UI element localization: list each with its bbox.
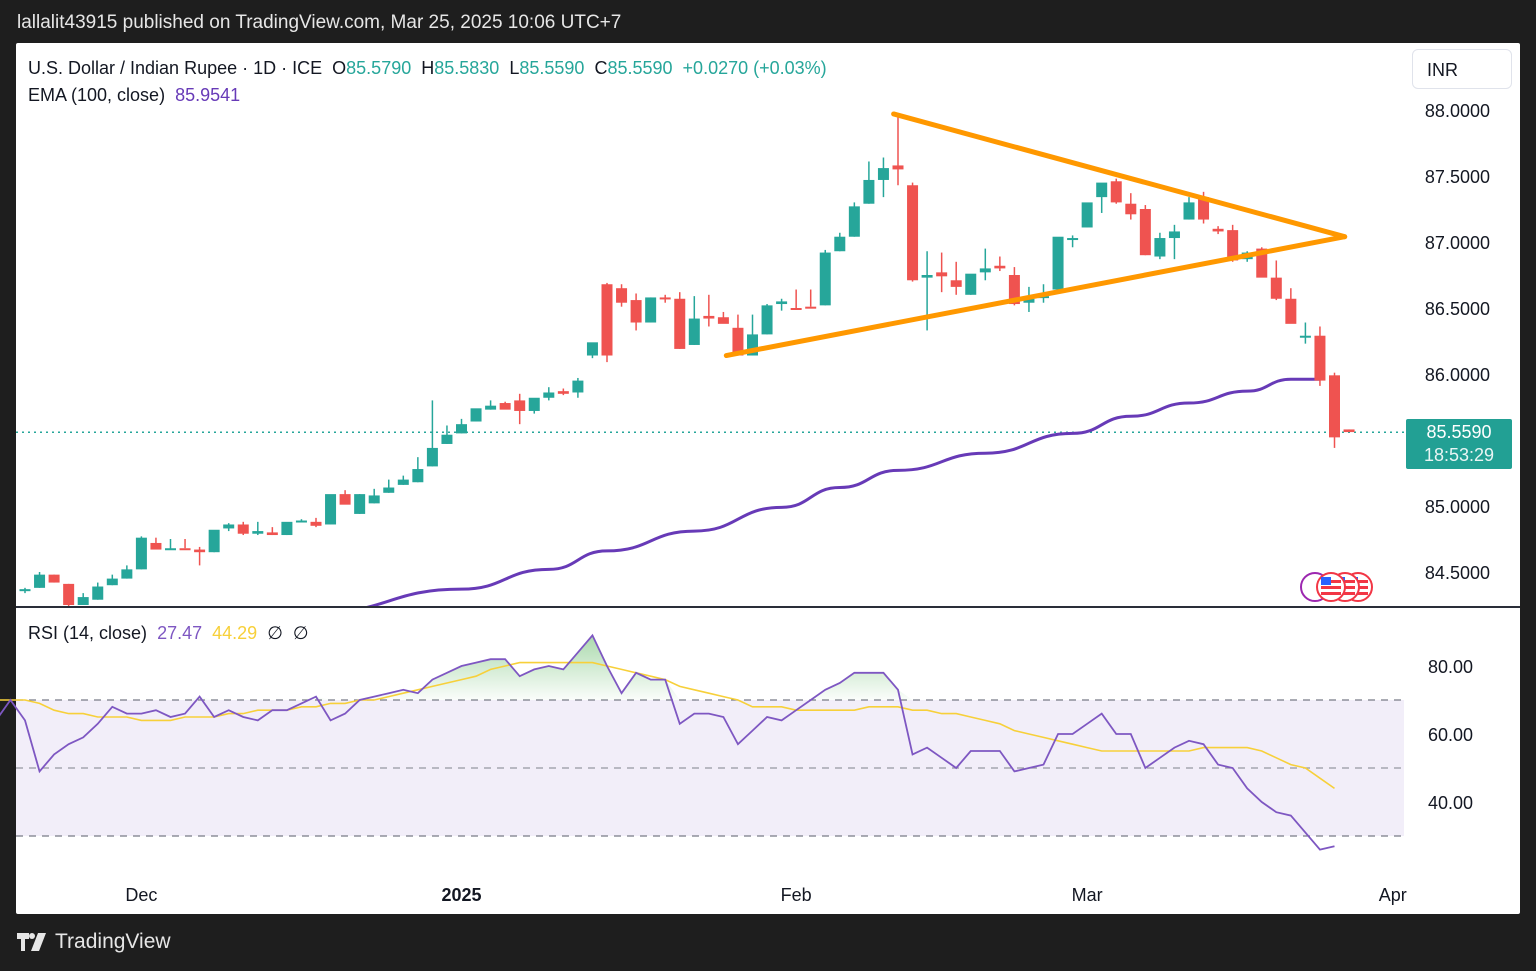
- open-value: 85.5790: [346, 58, 412, 78]
- open-label: O: [332, 58, 347, 78]
- na-value-2: ∅: [292, 623, 309, 643]
- symbol-legend: U.S. Dollar / Indian Rupee · 1D · ICE O8…: [28, 58, 827, 79]
- chart-frame: U.S. Dollar / Indian Rupee · 1D · ICE O8…: [16, 43, 1520, 914]
- close-label: C: [594, 58, 608, 78]
- published-by-text: lallalit43915 published on TradingView.c…: [17, 12, 622, 33]
- low-label: L: [509, 58, 520, 78]
- last-price-label: 85.5590 18:53:29: [1406, 419, 1512, 469]
- na-value-1: ∅: [267, 623, 283, 643]
- symbol-title[interactable]: U.S. Dollar / Indian Rupee · 1D · ICE: [28, 58, 323, 78]
- bar-countdown: 18:53:29: [1423, 445, 1495, 465]
- currency-button[interactable]: INR: [1412, 49, 1512, 89]
- last-price-value: 85.5590: [1426, 422, 1492, 442]
- close-value: 85.5590: [607, 58, 673, 78]
- rsi-value: 27.47: [157, 623, 203, 643]
- tradingview-logo-text[interactable]: TradingView: [55, 930, 171, 953]
- rsi-label[interactable]: RSI (14, close): [28, 623, 148, 643]
- ema-value: 85.9541: [175, 85, 241, 105]
- tradingview-logo-icon: [17, 933, 46, 951]
- ema-legend: EMA (100, close) 85.9541: [28, 85, 240, 106]
- change-value: +0.0270 (+0.03%): [682, 58, 827, 78]
- rsi-ma-value: 44.29: [212, 623, 258, 643]
- high-label: H: [421, 58, 435, 78]
- high-value: 85.5830: [434, 58, 500, 78]
- ema-label[interactable]: EMA (100, close): [28, 85, 166, 105]
- rsi-legend: RSI (14, close) 27.47 44.29 ∅ ∅: [28, 623, 309, 644]
- footer: TradingView: [17, 930, 171, 954]
- low-value: 85.5590: [519, 58, 585, 78]
